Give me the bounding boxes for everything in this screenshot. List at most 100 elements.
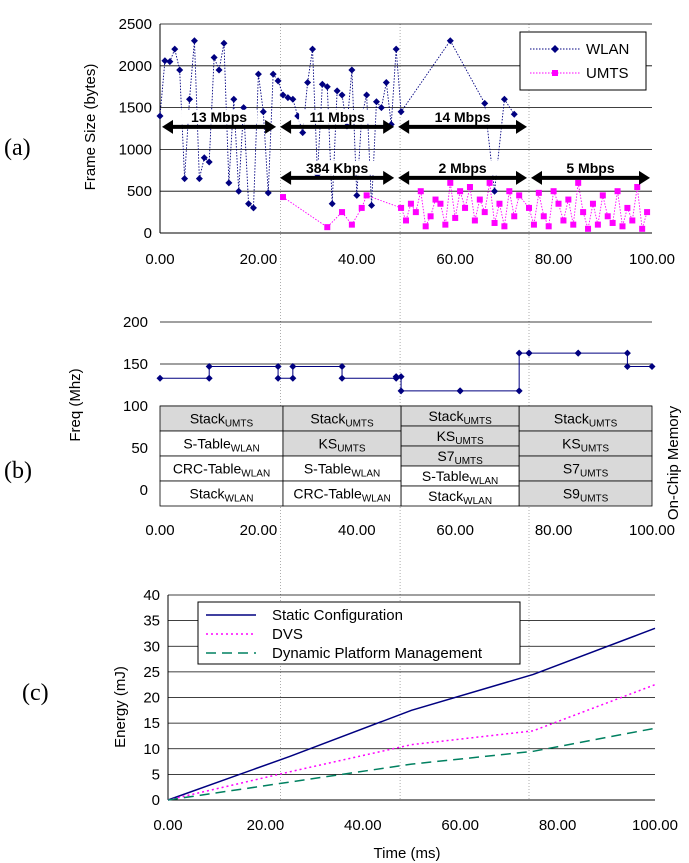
- arrow-head-right: [265, 119, 277, 134]
- data-point: [594, 221, 601, 228]
- rate-label-bg: [552, 160, 629, 175]
- data-point: [205, 363, 213, 371]
- ytick-label: 1000: [119, 141, 152, 158]
- memory-cell: KSUMTS: [518, 430, 653, 457]
- memory-cell: S9UMTS: [518, 480, 653, 507]
- panel-a-xticks: 0.00 20.00 40.00 60.00 80.00 100.00: [145, 251, 675, 268]
- data-point: [526, 204, 532, 211]
- memory-cell-label: StackUMTS: [310, 411, 374, 430]
- xtick-label: 0.00: [153, 817, 182, 834]
- data-point: [200, 154, 208, 162]
- rate-label: 5 Mbps: [566, 160, 614, 176]
- data-point: [220, 39, 228, 47]
- memory-cell-label: KSUMTS: [437, 428, 484, 447]
- ytick-label: 15: [143, 715, 160, 732]
- panel-c-xlabel: Time (ms): [374, 845, 441, 862]
- data-point: [516, 192, 523, 199]
- data-point: [195, 175, 203, 183]
- data-point: [176, 66, 184, 74]
- data-point: [304, 79, 312, 87]
- data-point: [580, 209, 587, 216]
- data-point: [447, 179, 454, 186]
- data-point: [496, 200, 503, 207]
- data-point: [372, 98, 380, 106]
- memory-cell-label: CRC-TableWLAN: [173, 461, 270, 480]
- data-point: [481, 209, 488, 216]
- data-point: [377, 104, 385, 112]
- data-point: [407, 200, 414, 207]
- data-point: [245, 200, 253, 208]
- memory-subscript: WLAN: [351, 469, 380, 480]
- ytick-label: 2000: [119, 58, 152, 75]
- memory-cell-label: S7UMTS: [437, 448, 483, 467]
- panel-a-legend: WLAN UMTS: [519, 31, 647, 91]
- data-point: [210, 53, 218, 61]
- ytick-label: 150: [123, 356, 148, 373]
- arrow-head-left: [280, 170, 292, 185]
- data-point: [565, 196, 572, 203]
- memory-cell-box: [282, 480, 402, 507]
- data-point: [181, 175, 189, 183]
- xtick-label: 100.00: [632, 817, 678, 834]
- panel-b-y2label: On-Chip Memory: [665, 405, 682, 520]
- memory-name: S-Table: [304, 461, 352, 477]
- arrow-head-left: [280, 119, 292, 134]
- xtick-label: 0.00: [145, 251, 174, 268]
- xtick-label: 60.00: [441, 817, 479, 834]
- data-point: [397, 108, 405, 116]
- xtick-label: 20.00: [240, 522, 278, 539]
- data-point: [624, 204, 631, 211]
- memory-subscript: UMTS: [225, 419, 254, 430]
- data-point: [339, 209, 346, 216]
- memory-cell-label: StackUMTS: [190, 411, 254, 430]
- memory-cell: S-TableWLAN: [282, 455, 402, 482]
- data-point: [235, 187, 243, 195]
- arrow-head-right: [516, 119, 527, 134]
- ytick-label: 0: [140, 482, 148, 499]
- data-point: [619, 223, 626, 230]
- memory-cell: CRC-TableWLAN: [159, 455, 284, 482]
- panel-b-xticks: 0.00 20.00 40.00 60.00 80.00 100.00: [145, 522, 675, 539]
- ytick-label: 20: [143, 690, 160, 707]
- series-wlan: [156, 37, 518, 212]
- data-point: [338, 374, 346, 382]
- memory-subscript: WLAN: [362, 494, 391, 505]
- rate-label: 2 Mbps: [438, 160, 486, 176]
- memory-subscript: WLAN: [225, 494, 254, 505]
- ytick-label: 200: [123, 314, 148, 331]
- data-point: [515, 387, 523, 395]
- data-point: [324, 224, 331, 231]
- xtick-label: 100.00: [629, 251, 675, 268]
- ytick-label: 25: [143, 664, 160, 681]
- data-point: [264, 189, 272, 197]
- memory-subscript: UMTS: [455, 456, 484, 467]
- memory-subscript: UMTS: [581, 444, 610, 455]
- data-point: [363, 91, 371, 99]
- arrow-head-right: [383, 119, 395, 134]
- legend-box: [519, 31, 647, 91]
- rate-annotation: 5 Mbps: [531, 160, 650, 185]
- xtick-label: 20.00: [240, 251, 278, 268]
- rate-annotation: 11 Mbps: [280, 109, 395, 134]
- panel-c-xticks: 0.00 20.00 40.00 60.00 80.00 100.00: [153, 817, 678, 834]
- memory-cell: CRC-TableWLAN: [282, 480, 402, 507]
- memory-name: Stack: [428, 488, 464, 504]
- memory-subscript: WLAN: [463, 496, 492, 507]
- guide-lines: [280, 24, 530, 800]
- memory-cell-label: S7UMTS: [563, 461, 609, 480]
- arrow-head-left: [398, 170, 410, 185]
- memory-cell: S-TableWLAN: [400, 465, 520, 487]
- panel-a-label: (a): [4, 135, 31, 161]
- legend-label: UMTS: [586, 65, 629, 82]
- rate-label: 13 Mbps: [191, 109, 247, 125]
- memory-name: Stack: [310, 411, 346, 427]
- data-point: [506, 188, 513, 195]
- data-point: [535, 189, 542, 196]
- ytick-label: 2500: [119, 16, 152, 33]
- data-point: [614, 188, 621, 195]
- data-point: [274, 77, 282, 85]
- data-point: [254, 70, 262, 78]
- memory-name: Stack: [190, 486, 226, 502]
- memory-name: CRC-Table: [293, 486, 362, 502]
- arrow-head-left: [162, 119, 173, 134]
